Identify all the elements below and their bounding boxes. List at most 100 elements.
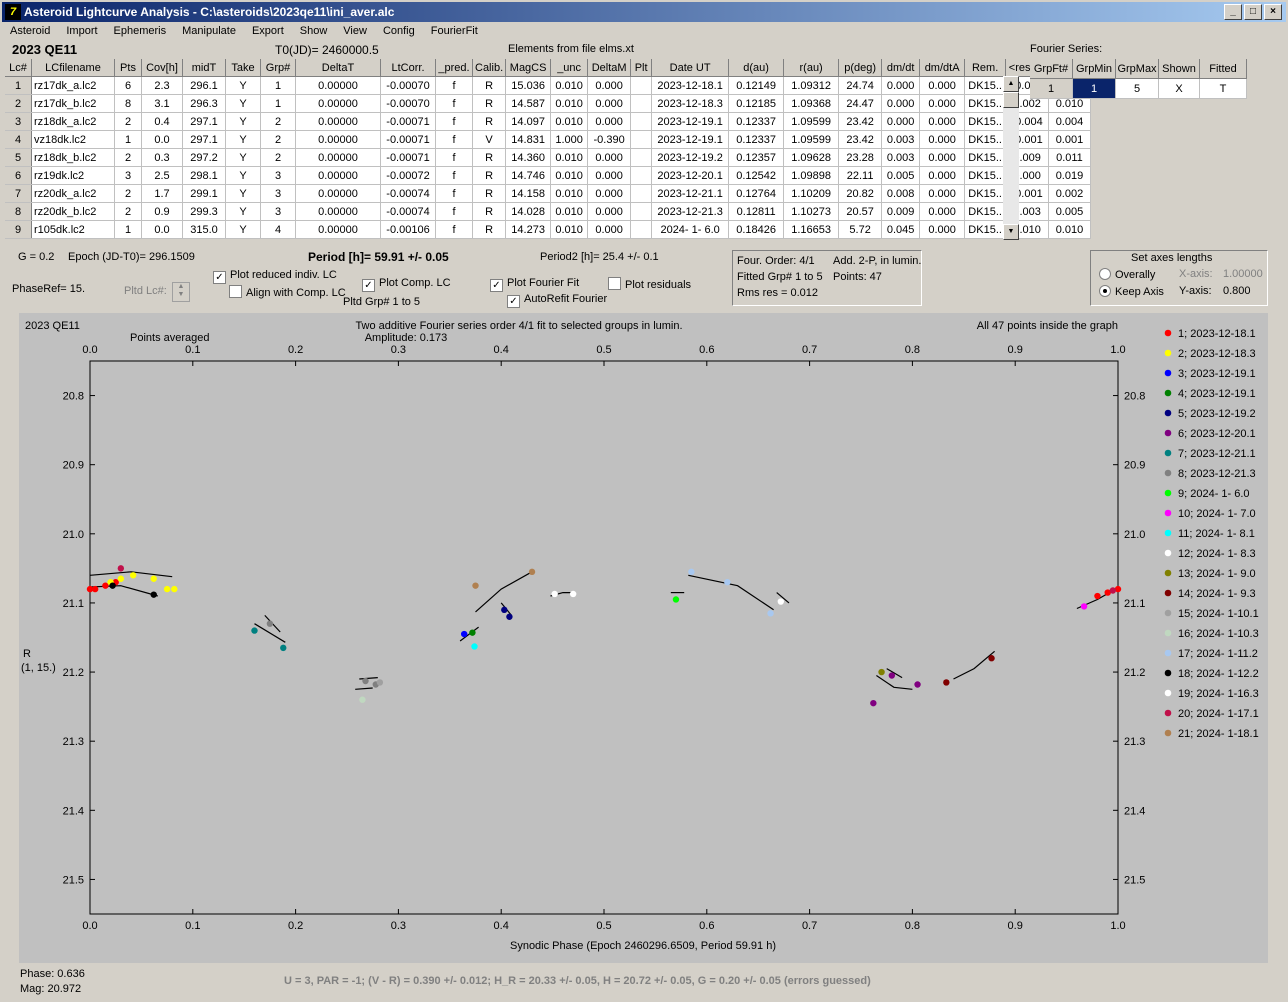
lightcurve-chart[interactable]: 2023 QE11 Points averaged Two additive F… — [19, 313, 1268, 963]
cell-rau[interactable]: 1.16653 — [783, 220, 840, 239]
cell-dmdt[interactable]: 0.000 — [881, 94, 921, 113]
cell-dmdt[interactable]: 0.003 — [881, 148, 921, 167]
cell-filename[interactable]: rz20dk_a.lc2 — [31, 184, 115, 203]
cell-deltam[interactable]: 0.000 — [587, 166, 632, 185]
cell-plt[interactable] — [630, 130, 653, 149]
cell-filename[interactable]: rz17dk_b.lc2 — [31, 94, 115, 113]
cell-magcs[interactable]: 14.158 — [505, 184, 552, 203]
cell-cov[interactable]: 0.0 — [141, 220, 183, 239]
cb-fourier[interactable]: ✓ Plot Fourier Fit — [490, 277, 579, 292]
cell-grp[interactable]: 2 — [260, 130, 296, 149]
cell-dmdt[interactable]: 0.009 — [881, 202, 921, 221]
cell-ltcorr[interactable]: -0.00071 — [380, 130, 436, 149]
cell-pts[interactable]: 2 — [114, 202, 142, 221]
cell-dau[interactable]: 0.12811 — [728, 202, 785, 221]
cell-unc[interactable]: 0.010 — [550, 148, 589, 167]
cell-rem[interactable]: DK15.. — [964, 202, 1007, 221]
cell-lc[interactable]: 4 — [5, 130, 32, 149]
y-axis-value[interactable]: 0.800 — [1223, 285, 1251, 297]
fourier-cell-grpmax[interactable]: 5 — [1115, 78, 1159, 99]
cell-grp[interactable]: 3 — [260, 184, 296, 203]
col-header-deltat[interactable]: DeltaT — [295, 59, 381, 77]
cell-rmsres[interactable]: 0.005 — [1048, 202, 1091, 221]
cell-pdeg[interactable]: 23.42 — [838, 112, 883, 131]
cell-pts[interactable]: 2 — [114, 184, 142, 203]
cell-unc[interactable]: 0.010 — [550, 166, 589, 185]
cell-lc[interactable]: 3 — [5, 112, 32, 131]
cell-dmdta[interactable]: 0.000 — [919, 166, 966, 185]
cell-rmsres[interactable]: 0.010 — [1048, 94, 1091, 113]
cell-pdeg[interactable]: 23.42 — [838, 130, 883, 149]
lightcurve-table[interactable]: Lc# LCfilename Pts Cov[h] midT Take Grp# DeltaT… — [5, 59, 1091, 239]
cell-rmsres[interactable]: 0.002 — [1048, 184, 1091, 203]
cell-deltat[interactable]: 0.00000 — [295, 148, 381, 167]
col-header-filename[interactable]: LCfilename — [31, 59, 115, 77]
cell-deltam[interactable]: 0.000 — [587, 112, 632, 131]
cell-dateut[interactable]: 2023-12-18.3 — [651, 94, 730, 113]
col-header-dau[interactable]: d(au) — [728, 59, 785, 77]
cell-rau[interactable]: 1.09368 — [783, 94, 840, 113]
cell-lc[interactable]: 1 — [5, 76, 32, 95]
cell-ltcorr[interactable]: -0.00074 — [380, 202, 436, 221]
table-row[interactable]: 4 vz18dk.lc2 1 0.0 297.1 Y 2 0.00000 -0.00071 f V 1… — [5, 130, 1091, 149]
cell-take[interactable]: Y — [225, 94, 261, 113]
cell-dmdt[interactable]: 0.005 — [881, 166, 921, 185]
cell-pdeg[interactable]: 5.72 — [838, 220, 883, 239]
table-row[interactable]: 2 rz17dk_b.lc2 8 3.1 296.3 Y 1 0.00000 -0.00070 f… — [5, 94, 1091, 113]
cell-ltcorr[interactable]: -0.00070 — [380, 76, 436, 95]
cell-midt[interactable]: 297.1 — [182, 130, 226, 149]
cell-pdeg[interactable]: 24.74 — [838, 76, 883, 95]
cb-autorefit-box[interactable]: ✓ — [507, 295, 520, 308]
cell-lc[interactable]: 7 — [5, 184, 32, 203]
cell-take[interactable]: Y — [225, 130, 261, 149]
title-bar[interactable]: 7 Asteroid Lightcurve Analysis - C:\aste… — [2, 2, 1286, 22]
cell-calib[interactable]: R — [472, 76, 507, 95]
col-header-take[interactable]: Take — [225, 59, 261, 77]
cell-rem[interactable]: DK15.. — [964, 112, 1007, 131]
cell-rem[interactable]: DK15.. — [964, 166, 1007, 185]
menu-fourierfit[interactable]: FourierFit — [430, 25, 478, 37]
cb-align-box[interactable] — [229, 285, 242, 298]
cb-autorefit[interactable]: ✓ AutoRefit Fourier — [507, 293, 607, 308]
cell-dau[interactable]: 0.12185 — [728, 94, 785, 113]
cell-cov[interactable]: 2.3 — [141, 76, 183, 95]
table-row[interactable]: 5 rz18dk_b.lc2 2 0.3 297.2 Y 2 0.00000 -0.00071 f… — [5, 148, 1091, 167]
scroll-up-button[interactable]: ▲ — [1003, 76, 1019, 92]
cell-rau[interactable]: 1.10273 — [783, 202, 840, 221]
menu-ephemeris[interactable]: Ephemeris — [113, 25, 167, 37]
cb-reduced[interactable]: ✓ Plot reduced indiv. LC — [213, 269, 337, 284]
cell-cov[interactable]: 0.9 — [141, 202, 183, 221]
radio-keep-axis[interactable]: Keep Axis — [1099, 285, 1164, 298]
cell-deltam[interactable]: 0.000 — [587, 184, 632, 203]
cell-magcs[interactable]: 14.028 — [505, 202, 552, 221]
cell-calib[interactable]: R — [472, 94, 507, 113]
cell-unc[interactable]: 0.010 — [550, 202, 589, 221]
cell-calib[interactable]: R — [472, 184, 507, 203]
col-header-pdeg[interactable]: p(deg) — [838, 59, 883, 77]
cell-deltam[interactable]: 0.000 — [587, 76, 632, 95]
cell-plt[interactable] — [630, 148, 653, 167]
cell-pred[interactable]: f — [435, 166, 473, 185]
fourier-cell-grpft[interactable]: 1 — [1030, 78, 1073, 99]
cell-lc[interactable]: 8 — [5, 202, 32, 221]
cell-rem[interactable]: DK15.. — [964, 76, 1007, 95]
cell-calib[interactable]: R — [472, 112, 507, 131]
menu-asteroid[interactable]: Asteroid — [10, 25, 51, 37]
cell-take[interactable]: Y — [225, 148, 261, 167]
cell-dmdta[interactable]: 0.000 — [919, 184, 966, 203]
col-header-unc[interactable]: _unc — [550, 59, 589, 77]
cb-residuals-box[interactable] — [608, 277, 621, 290]
cell-calib[interactable]: V — [472, 130, 507, 149]
cell-calib[interactable]: R — [472, 148, 507, 167]
col-header-dateut[interactable]: Date UT — [651, 59, 730, 77]
col-header-lc[interactable]: Lc# — [5, 59, 32, 77]
cell-dmdta[interactable]: 0.000 — [919, 76, 966, 95]
radio-overally[interactable]: Overally — [1099, 268, 1155, 281]
menu-show[interactable]: Show — [299, 25, 328, 37]
cell-dateut[interactable]: 2023-12-21.3 — [651, 202, 730, 221]
cell-calib[interactable]: R — [472, 166, 507, 185]
close-button[interactable]: × — [1264, 4, 1282, 20]
scroll-down-button[interactable]: ▼ — [1003, 224, 1019, 240]
cell-deltat[interactable]: 0.00000 — [295, 130, 381, 149]
cell-deltat[interactable]: 0.00000 — [295, 94, 381, 113]
